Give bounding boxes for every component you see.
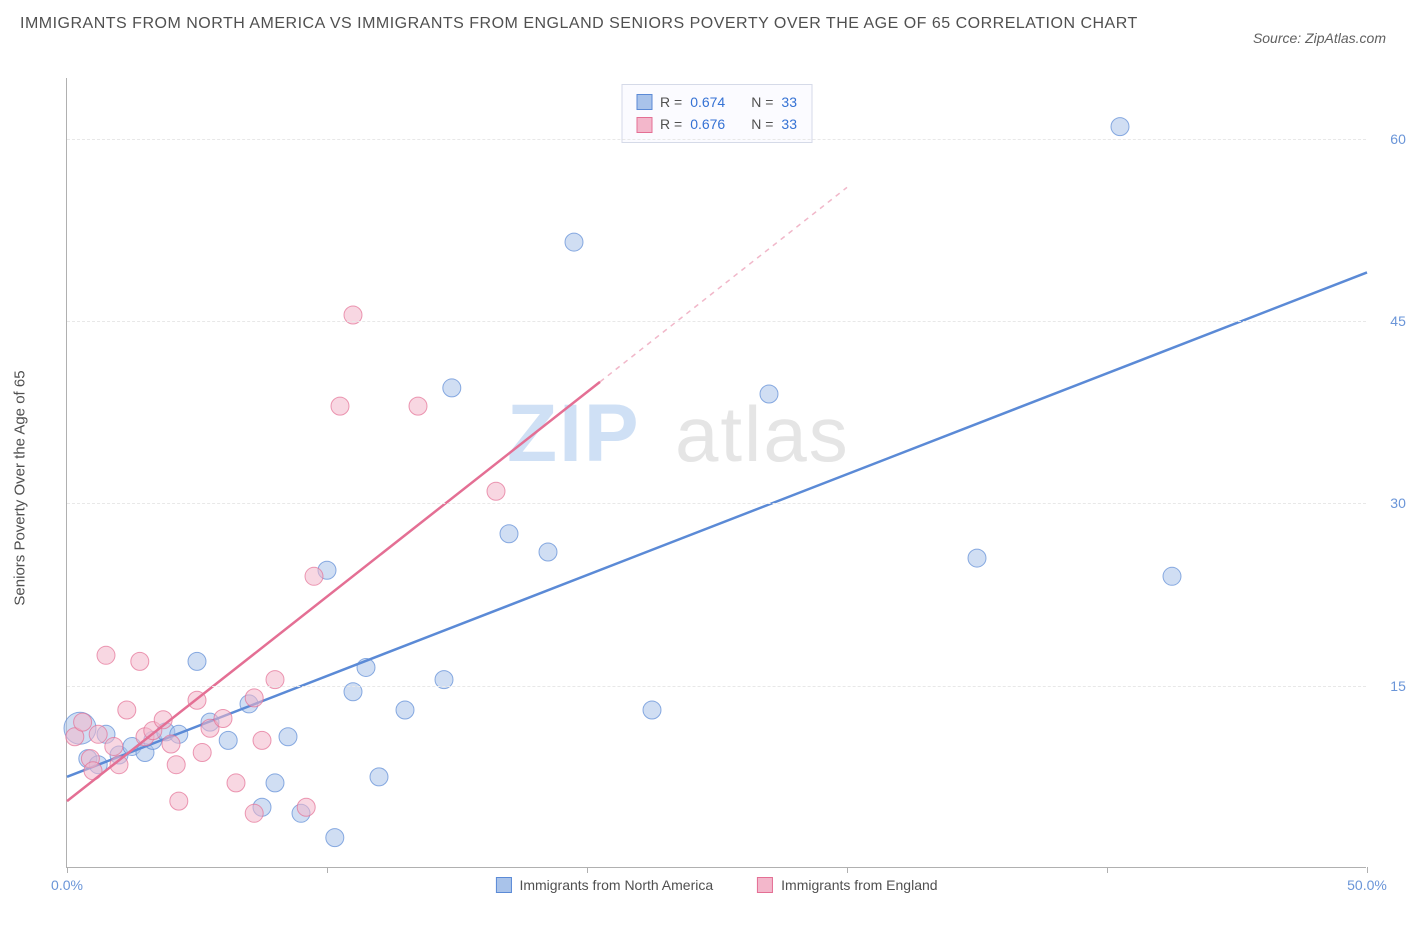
- legend-swatch-icon: [495, 877, 511, 893]
- stat-r-value: 0.674: [690, 91, 725, 113]
- bottom-legend: Immigrants from North America Immigrants …: [495, 877, 937, 893]
- source-label: Source: ZipAtlas.com: [1253, 30, 1386, 46]
- data-point: [1111, 118, 1129, 136]
- data-point: [162, 735, 180, 753]
- legend-item: Immigrants from North America: [495, 877, 713, 893]
- trend-line: [67, 382, 600, 801]
- x-tick: [1367, 867, 1368, 873]
- stats-row: R = 0.676 N = 33: [636, 113, 797, 135]
- stat-r-label: R =: [660, 91, 682, 113]
- data-point: [245, 689, 263, 707]
- data-point: [188, 652, 206, 670]
- x-tick: [847, 867, 848, 873]
- stat-r-label: R =: [660, 113, 682, 135]
- stats-box: R = 0.674 N = 33 R = 0.676 N = 33: [621, 84, 812, 143]
- plot-area: ZIP atlas R =0.674N =33R =0.676N =33 Imm…: [66, 78, 1366, 868]
- data-point: [1163, 567, 1181, 585]
- y-axis-label: Seniors Poverty Over the Age of 65: [12, 370, 29, 605]
- data-point: [396, 701, 414, 719]
- scatter-svg: [67, 78, 1367, 868]
- data-point: [500, 525, 518, 543]
- trend-line-dashed: [600, 187, 847, 381]
- legend-swatch-icon: [636, 117, 652, 133]
- data-point: [968, 549, 986, 567]
- data-point: [219, 731, 237, 749]
- data-point: [131, 652, 149, 670]
- stat-n-label: N =: [751, 113, 773, 135]
- gridline: [67, 503, 1366, 504]
- gridline: [67, 139, 1366, 140]
- stat-n-value: 33: [781, 91, 797, 113]
- chart-container: Seniors Poverty Over the Age of 65 ZIP a…: [56, 78, 1386, 898]
- data-point: [565, 233, 583, 251]
- data-point: [331, 397, 349, 415]
- stat-r-value: 0.676: [690, 113, 725, 135]
- y-tick-label: 15.0%: [1374, 678, 1406, 694]
- stats-row: R = 0.674 N = 33: [636, 91, 797, 113]
- data-point: [443, 379, 461, 397]
- legend-swatch-icon: [757, 877, 773, 893]
- data-point: [253, 731, 271, 749]
- x-tick: [327, 867, 328, 873]
- y-tick-label: 30.0%: [1374, 495, 1406, 511]
- legend-label: Immigrants from North America: [519, 877, 713, 893]
- x-tick: [1107, 867, 1108, 873]
- gridline: [67, 686, 1366, 687]
- data-point: [74, 713, 92, 731]
- data-point: [487, 482, 505, 500]
- x-tick: [67, 867, 68, 873]
- data-point: [760, 385, 778, 403]
- data-point: [170, 792, 188, 810]
- x-tick: [587, 867, 588, 873]
- data-point: [118, 701, 136, 719]
- data-point: [643, 701, 661, 719]
- data-point: [266, 774, 284, 792]
- chart-title: IMMIGRANTS FROM NORTH AMERICA VS IMMIGRA…: [20, 12, 1138, 36]
- legend-swatch-icon: [636, 94, 652, 110]
- data-point: [245, 804, 263, 822]
- data-point: [105, 737, 123, 755]
- legend-label: Immigrants from England: [781, 877, 937, 893]
- data-point: [214, 710, 232, 728]
- data-point: [97, 646, 115, 664]
- data-point: [305, 567, 323, 585]
- data-point: [193, 744, 211, 762]
- gridline: [67, 321, 1366, 322]
- data-point: [409, 397, 427, 415]
- data-point: [297, 798, 315, 816]
- x-tick-label: 0.0%: [51, 877, 83, 893]
- data-point: [279, 728, 297, 746]
- data-point: [539, 543, 557, 561]
- stat-n-value: 33: [781, 113, 797, 135]
- stat-n-label: N =: [751, 91, 773, 113]
- data-point: [167, 756, 185, 774]
- y-tick-label: 60.0%: [1374, 131, 1406, 147]
- x-tick-label: 50.0%: [1347, 877, 1387, 893]
- data-point: [227, 774, 245, 792]
- data-point: [89, 725, 107, 743]
- y-tick-label: 45.0%: [1374, 313, 1406, 329]
- data-point: [370, 768, 388, 786]
- legend-item: Immigrants from England: [757, 877, 937, 893]
- data-point: [326, 829, 344, 847]
